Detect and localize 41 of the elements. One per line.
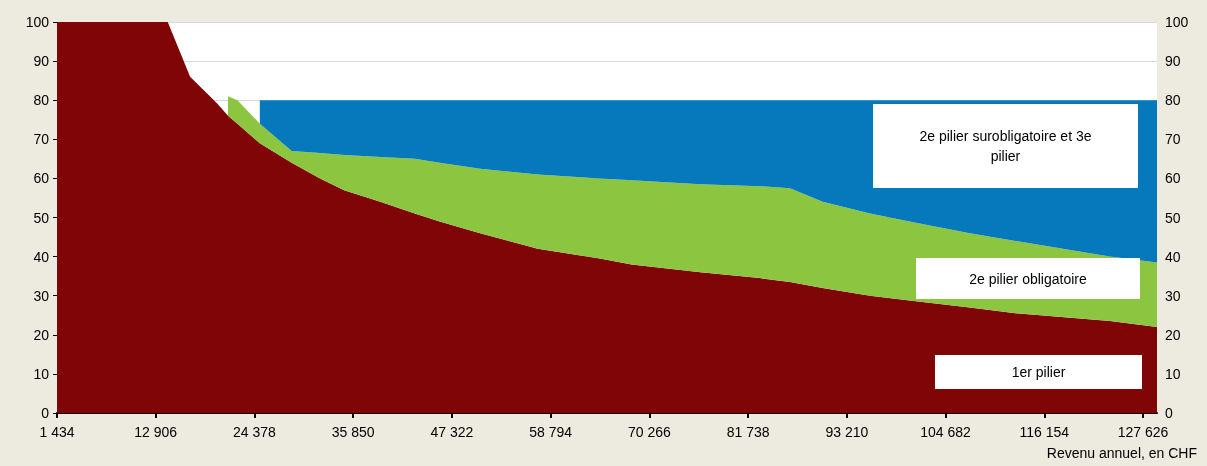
y-tick-label: 10 xyxy=(33,365,50,382)
series-label: 1er pilier xyxy=(1011,363,1066,382)
y2-tick-label: 0 xyxy=(1165,405,1173,421)
x-tick-label: 93 210 xyxy=(825,424,869,440)
label-box: 2e pilier obligatoire xyxy=(916,258,1140,299)
x-tick-label: 81 738 xyxy=(726,424,770,440)
x-tick-label: 70 266 xyxy=(627,424,671,440)
y-tick-label: 30 xyxy=(33,287,50,304)
x-tick-label: 35 850 xyxy=(331,424,375,440)
y2-tick-label: 20 xyxy=(1165,326,1181,343)
y-tick-label: 90 xyxy=(33,53,50,70)
x-tick-label: 47 322 xyxy=(430,424,474,440)
y-tick-label: 60 xyxy=(33,170,50,187)
y2-tick-label: 90 xyxy=(1165,53,1181,70)
x-tick-label: 24 378 xyxy=(233,424,277,440)
y2-tick-label: 50 xyxy=(1165,209,1181,226)
y-tick-label: 40 xyxy=(33,248,50,265)
y-tick-label: 100 xyxy=(25,14,50,30)
y2-tick-label: 60 xyxy=(1165,170,1181,187)
y-tick-label: 20 xyxy=(33,326,50,343)
x-tick-label: 58 794 xyxy=(529,424,573,440)
series-label: 2e pilier obligatoire xyxy=(969,269,1087,289)
y-tick-label: 0 xyxy=(41,405,50,421)
series-label: 2e pilier surobligatoire et 3e pilier xyxy=(918,127,1093,166)
x-tick-label: 104 682 xyxy=(920,424,972,440)
x-tick-label: 127 626 xyxy=(1117,424,1169,440)
x-tick-label: 116 154 xyxy=(1019,424,1070,440)
y2-tick-label: 100 xyxy=(1165,14,1189,30)
x-axis-title: Revenu annuel, en CHF xyxy=(1046,445,1197,461)
x-tick-label: 1 434 xyxy=(39,424,75,440)
label-box: 1er pilier xyxy=(935,355,1142,389)
y2-tick-label: 10 xyxy=(1165,365,1181,382)
y2-tick-label: 40 xyxy=(1165,248,1181,265)
x-tick-label: 12 906 xyxy=(134,424,178,440)
y2-tick-label: 30 xyxy=(1165,287,1181,304)
y-tick-label: 50 xyxy=(33,209,50,226)
y2-tick-label: 70 xyxy=(1165,131,1181,148)
y-tick-label: 70 xyxy=(33,131,50,148)
y2-tick-label: 80 xyxy=(1165,92,1181,109)
label-box: 2e pilier surobligatoire et 3e pilier xyxy=(873,104,1138,188)
y-tick-label: 80 xyxy=(33,92,50,109)
